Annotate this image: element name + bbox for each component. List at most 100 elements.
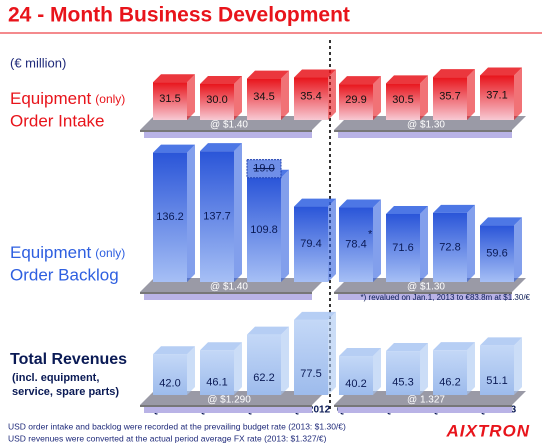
row-title-main: Equipment bbox=[10, 243, 92, 262]
rate-label: @ $1.30 bbox=[407, 120, 445, 131]
bar-side bbox=[420, 205, 428, 282]
bar bbox=[294, 319, 328, 395]
unit: (€ million) bbox=[10, 55, 66, 70]
bar-side bbox=[281, 70, 289, 120]
bar-top bbox=[294, 69, 336, 78]
value-label: 35.4 bbox=[300, 91, 321, 103]
bar bbox=[480, 225, 514, 282]
bar bbox=[153, 82, 187, 120]
row-title: Equipment (only) bbox=[10, 89, 125, 108]
rate-band bbox=[338, 292, 512, 300]
value-label: 109.8 bbox=[250, 224, 278, 236]
bar-side bbox=[281, 326, 289, 395]
bar bbox=[433, 212, 467, 282]
value-label: 45.3 bbox=[392, 377, 413, 389]
bar-side bbox=[514, 337, 522, 395]
bar-top bbox=[153, 346, 195, 355]
bar bbox=[433, 77, 467, 120]
value-label: 136.2 bbox=[156, 211, 184, 223]
platform-front bbox=[140, 405, 312, 407]
bar-top bbox=[339, 348, 381, 357]
rate-band bbox=[144, 405, 312, 413]
bar bbox=[247, 177, 281, 282]
bar bbox=[247, 334, 281, 395]
bar bbox=[339, 356, 373, 395]
value-label: 34.5 bbox=[253, 91, 274, 103]
bar-top bbox=[386, 75, 428, 84]
rate-band bbox=[144, 292, 312, 300]
value-label: 29.9 bbox=[345, 94, 366, 106]
bar-side bbox=[234, 342, 242, 395]
rate-label: @ 1.327 bbox=[407, 395, 445, 406]
platform-front bbox=[140, 292, 312, 294]
bar-top bbox=[480, 337, 522, 346]
bar bbox=[153, 354, 187, 395]
bar-top bbox=[480, 217, 522, 226]
marker: * bbox=[368, 229, 373, 241]
row-subtitle: service, spare parts) bbox=[12, 386, 119, 398]
bar-side bbox=[467, 69, 475, 120]
bar-side bbox=[328, 198, 336, 282]
stacked-value-label: 19.0 bbox=[253, 163, 274, 175]
bar-top bbox=[386, 343, 428, 352]
bar bbox=[339, 207, 373, 282]
row-title: Total Revenues bbox=[10, 351, 127, 368]
platform bbox=[334, 116, 526, 130]
value-label: 51.1 bbox=[486, 375, 507, 387]
bar-top bbox=[294, 311, 336, 320]
platform bbox=[334, 391, 526, 405]
value-label: 42.0 bbox=[159, 377, 180, 389]
bar-top bbox=[433, 342, 475, 351]
bar bbox=[386, 351, 420, 395]
value-label: 37.1 bbox=[486, 89, 507, 101]
bar bbox=[153, 152, 187, 282]
value-label: 40.2 bbox=[345, 378, 366, 390]
row-title: Equipment (only) bbox=[10, 243, 125, 262]
value-label: 31.5 bbox=[159, 93, 180, 105]
bar-top bbox=[200, 342, 242, 351]
bar-side bbox=[514, 217, 522, 282]
value-label: 35.7 bbox=[439, 90, 460, 102]
platform-front bbox=[334, 292, 512, 294]
rate-band bbox=[144, 130, 312, 138]
value-label: 79.4 bbox=[300, 238, 321, 250]
bar bbox=[200, 84, 234, 120]
bar-top bbox=[433, 204, 475, 213]
bar bbox=[386, 213, 420, 282]
rate-label: @ $1.40 bbox=[210, 282, 248, 293]
bar-side bbox=[234, 76, 242, 120]
platform-front bbox=[334, 405, 512, 407]
bar-side bbox=[187, 74, 195, 120]
bar-side bbox=[328, 69, 336, 120]
platform bbox=[334, 278, 526, 292]
rate-label: @ $1.290 bbox=[207, 395, 251, 406]
row-title-note: (only) bbox=[95, 246, 125, 260]
bar-side bbox=[514, 67, 522, 120]
value-label: 77.5 bbox=[300, 368, 321, 380]
value-label: 46.2 bbox=[439, 376, 460, 388]
bar-side bbox=[420, 75, 428, 120]
bar bbox=[433, 350, 467, 395]
rate-band bbox=[338, 405, 512, 413]
bar bbox=[247, 78, 281, 120]
bar-top bbox=[433, 69, 475, 78]
bar-side bbox=[373, 348, 381, 395]
rate-band bbox=[338, 130, 512, 138]
bar bbox=[480, 345, 514, 395]
bar-top bbox=[200, 76, 242, 84]
value-label: 46.1 bbox=[206, 376, 227, 388]
value-label: 78.4 bbox=[345, 239, 366, 251]
annotation: *) revalued on Jan.1, 2013 to €83.8m at … bbox=[361, 293, 531, 302]
bar bbox=[200, 350, 234, 395]
row-title-line2: Order Intake bbox=[10, 111, 105, 130]
bar-side bbox=[420, 343, 428, 395]
value-label: 30.0 bbox=[206, 94, 227, 106]
bar bbox=[294, 206, 328, 282]
bar-top bbox=[480, 67, 522, 76]
bar-top bbox=[200, 143, 242, 152]
platform-front bbox=[140, 130, 312, 132]
value-label: 62.2 bbox=[253, 372, 274, 384]
value-label: 30.5 bbox=[392, 94, 413, 106]
bar-side bbox=[373, 76, 381, 120]
footnote: USD order intake and backlog were record… bbox=[8, 421, 346, 431]
